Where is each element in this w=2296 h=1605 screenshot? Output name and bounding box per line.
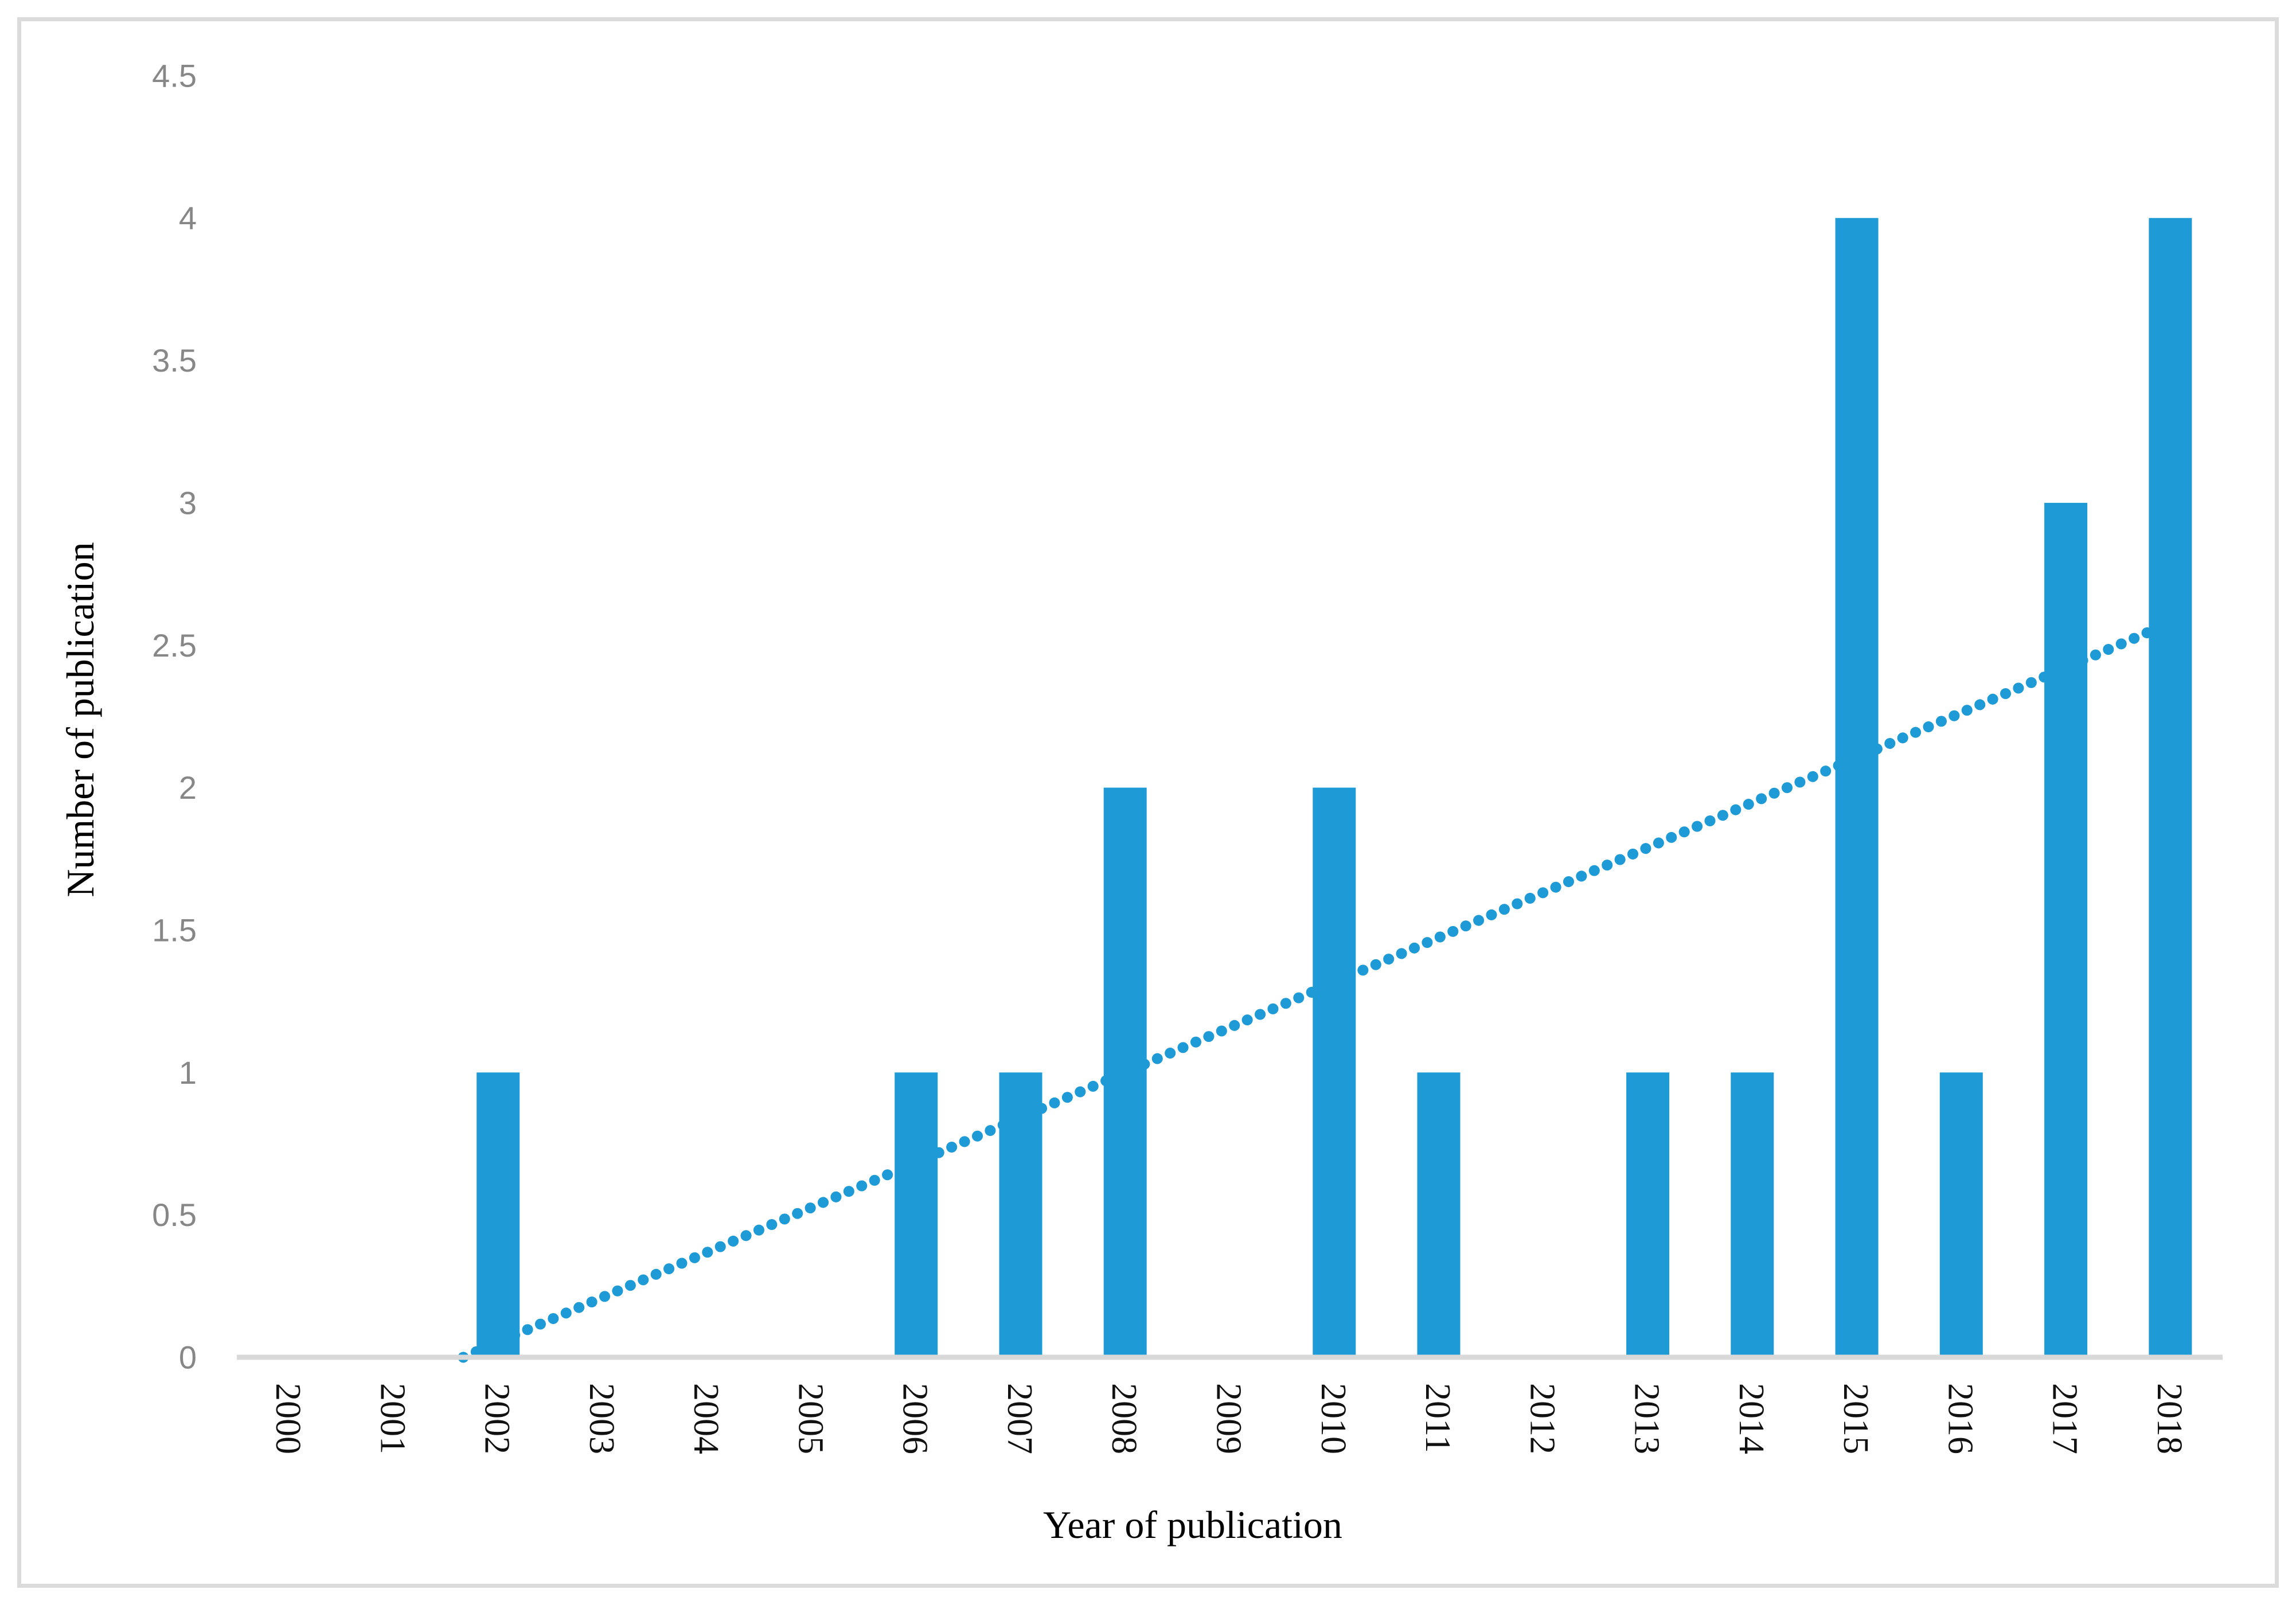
bar-2015 [1835,218,1879,1356]
y-tick-label-0: 0 [179,1340,197,1376]
x-tick-label-2015: 2015 [1836,1383,1875,1454]
y-tick-label-2: 2 [179,770,197,806]
trendline-layer [458,617,2176,1363]
x-tick-label-2016: 2016 [1940,1383,1979,1454]
bar-2007 [999,1072,1042,1355]
y-tick-label-4: 4 [179,200,197,236]
bar-2018 [2149,218,2192,1356]
x-tick-label-2008: 2008 [1104,1383,1143,1454]
x-tick-label-2017: 2017 [2045,1383,2084,1454]
y-axis-title: Number of publication [58,542,102,897]
y-tick-label-1.5: 1.5 [152,912,197,948]
trendline [458,617,2176,1363]
bar-2010 [1313,787,1356,1355]
x-tick-label-2005: 2005 [791,1383,830,1454]
x-tick-label-2013: 2013 [1627,1383,1666,1454]
x-tick-label-2006: 2006 [896,1383,935,1454]
x-tick-label-2000: 2000 [268,1383,307,1454]
y-tick-label-2.5: 2.5 [152,627,197,663]
y-tick-label-0.5: 0.5 [152,1197,197,1233]
bar-2016 [1939,1072,1983,1355]
x-tick-label-2009: 2009 [1209,1383,1248,1454]
x-tick-label-2007: 2007 [1000,1383,1039,1454]
x-tick-label-2012: 2012 [1522,1383,1561,1454]
y-tick-label-3: 3 [179,485,197,521]
x-tick-label-2001: 2001 [373,1383,412,1454]
y-tick-label-1: 1 [179,1055,197,1091]
x-axis-title: Year of publication [1043,1503,1342,1547]
bar-2011 [1417,1072,1461,1355]
y-tick-label-4.5: 4.5 [152,57,197,93]
x-tick-label-2002: 2002 [478,1383,517,1454]
bar-2017 [2044,502,2088,1355]
x-tick-label-2004: 2004 [686,1383,725,1454]
bar-2013 [1626,1072,1670,1355]
x-tick-label-2014: 2014 [1732,1383,1771,1454]
y-tick-labels: 0 0.5 1 1.5 2 2.5 3 3.5 4 4.5 [152,57,197,1375]
x-tick-label-2018: 2018 [2150,1383,2189,1454]
x-tick-label-2010: 2010 [1314,1383,1353,1454]
figure-border [17,17,2279,1588]
bar-2008 [1103,787,1147,1355]
x-tick-label-2011: 2011 [1418,1383,1457,1453]
x-tick-label-2003: 2003 [582,1383,621,1454]
bar-2006 [895,1072,938,1355]
bar-2002 [477,1072,520,1355]
y-tick-label-3.5: 3.5 [152,342,197,378]
bar-2014 [1731,1072,1774,1355]
x-axis-line [237,1354,2223,1360]
bars-layer [477,218,2192,1356]
x-tick-labels: 2000 2001 2002 2003 2004 2005 2006 2007 2008 2009… [268,1383,2189,1454]
